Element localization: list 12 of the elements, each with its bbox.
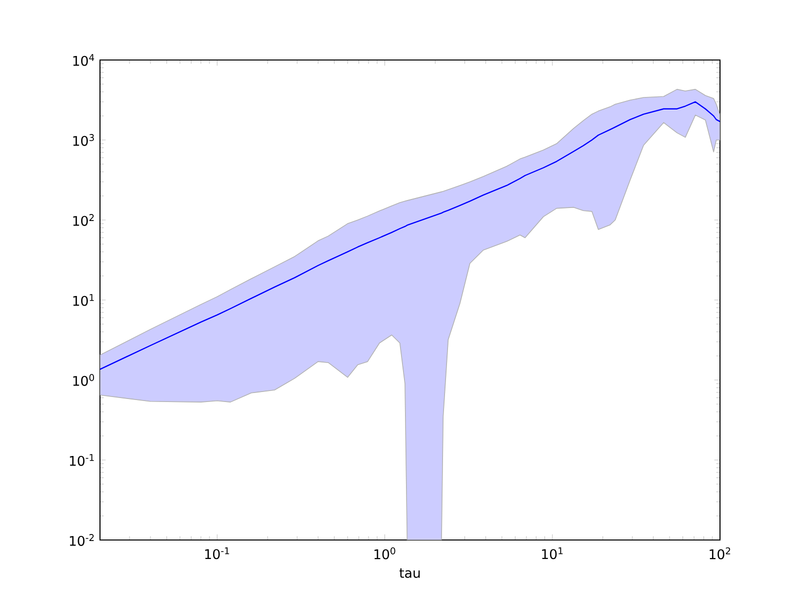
y-tick-label: 10$^{-1}$ — [70, 454, 94, 466]
x-tick-label: 10$^{2}$ — [710, 547, 730, 560]
x-tick-label: 10$^{0}$ — [374, 547, 396, 560]
x-tick-label: 10$^{1}$ — [542, 547, 563, 560]
y-tick-label: 10$^{4}$ — [73, 54, 94, 66]
y-tick-label: 10$^{-2}$ — [70, 534, 94, 546]
x-tick-label: 10$^{-1}$ — [205, 547, 230, 560]
y-tick-label: 10$^{0}$ — [73, 374, 94, 386]
y-tick-label: 10$^{3}$ — [73, 134, 94, 146]
x-axis-title: tau — [399, 568, 420, 578]
y-tick-label: 10$^{1}$ — [73, 294, 94, 306]
y-tick-label: 10$^{2}$ — [73, 214, 94, 226]
